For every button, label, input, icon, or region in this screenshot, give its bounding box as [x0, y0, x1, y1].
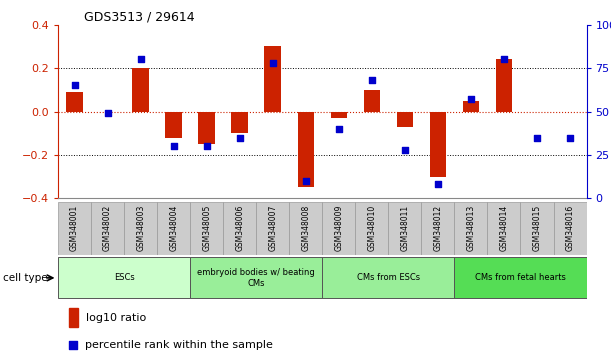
Text: GSM348011: GSM348011 — [400, 204, 409, 251]
FancyBboxPatch shape — [455, 202, 488, 255]
Bar — [67, 92, 83, 112]
FancyBboxPatch shape — [521, 202, 554, 255]
Point — [499, 57, 509, 62]
FancyBboxPatch shape — [356, 202, 389, 255]
Bar — [133, 68, 149, 112]
FancyBboxPatch shape — [58, 257, 190, 298]
Text: GSM348015: GSM348015 — [533, 204, 541, 251]
FancyBboxPatch shape — [157, 202, 190, 255]
Point — [466, 97, 476, 102]
Text: GDS3513 / 29614: GDS3513 / 29614 — [84, 11, 195, 24]
Text: GSM348009: GSM348009 — [334, 204, 343, 251]
Text: GSM348010: GSM348010 — [367, 204, 376, 251]
Text: cell type: cell type — [3, 273, 48, 283]
Text: GSM348003: GSM348003 — [136, 204, 145, 251]
Point — [202, 143, 211, 149]
Text: log10 ratio: log10 ratio — [86, 313, 146, 322]
FancyBboxPatch shape — [223, 202, 256, 255]
Bar — [463, 101, 479, 112]
Point — [367, 78, 377, 83]
Point — [268, 60, 277, 66]
Text: GSM348008: GSM348008 — [301, 204, 310, 251]
Text: embryoid bodies w/ beating
CMs: embryoid bodies w/ beating CMs — [197, 268, 315, 287]
Point — [433, 182, 443, 187]
Text: GSM348007: GSM348007 — [268, 204, 277, 251]
FancyBboxPatch shape — [323, 257, 455, 298]
FancyBboxPatch shape — [58, 202, 91, 255]
Text: GSM348006: GSM348006 — [235, 204, 244, 251]
Text: GSM348016: GSM348016 — [566, 204, 574, 251]
Point — [136, 57, 145, 62]
Text: GSM348013: GSM348013 — [466, 204, 475, 251]
Text: CMs from fetal hearts: CMs from fetal hearts — [475, 273, 566, 282]
Point — [301, 178, 310, 184]
Text: GSM348001: GSM348001 — [70, 204, 79, 251]
FancyBboxPatch shape — [190, 202, 223, 255]
Bar — [397, 112, 413, 127]
Bar — [68, 308, 78, 327]
FancyBboxPatch shape — [488, 202, 521, 255]
FancyBboxPatch shape — [190, 257, 323, 298]
Text: GSM348004: GSM348004 — [169, 204, 178, 251]
Text: GSM348012: GSM348012 — [433, 204, 442, 251]
Point — [169, 143, 178, 149]
Bar — [331, 112, 347, 118]
Point — [235, 135, 244, 140]
FancyBboxPatch shape — [124, 202, 157, 255]
FancyBboxPatch shape — [289, 202, 323, 255]
Point — [103, 110, 112, 116]
Text: ESCs: ESCs — [114, 273, 134, 282]
FancyBboxPatch shape — [389, 202, 422, 255]
Point — [68, 342, 78, 348]
Bar — [298, 112, 314, 187]
Point — [334, 126, 344, 132]
Text: CMs from ESCs: CMs from ESCs — [357, 273, 420, 282]
Bar — [364, 90, 380, 112]
FancyBboxPatch shape — [554, 202, 587, 255]
FancyBboxPatch shape — [455, 257, 587, 298]
Bar — [265, 46, 281, 112]
Text: GSM348002: GSM348002 — [103, 204, 112, 251]
Text: GSM348005: GSM348005 — [202, 204, 211, 251]
Text: GSM348014: GSM348014 — [499, 204, 508, 251]
Point — [565, 135, 575, 140]
Bar — [496, 59, 512, 112]
FancyBboxPatch shape — [91, 202, 124, 255]
FancyBboxPatch shape — [422, 202, 455, 255]
Bar — [199, 112, 215, 144]
Text: percentile rank within the sample: percentile rank within the sample — [85, 340, 273, 350]
Point — [70, 82, 79, 88]
Point — [532, 135, 542, 140]
FancyBboxPatch shape — [323, 202, 356, 255]
Bar — [232, 112, 248, 133]
Bar — [430, 112, 446, 177]
FancyBboxPatch shape — [256, 202, 289, 255]
Bar — [166, 112, 182, 138]
Point — [400, 147, 410, 153]
